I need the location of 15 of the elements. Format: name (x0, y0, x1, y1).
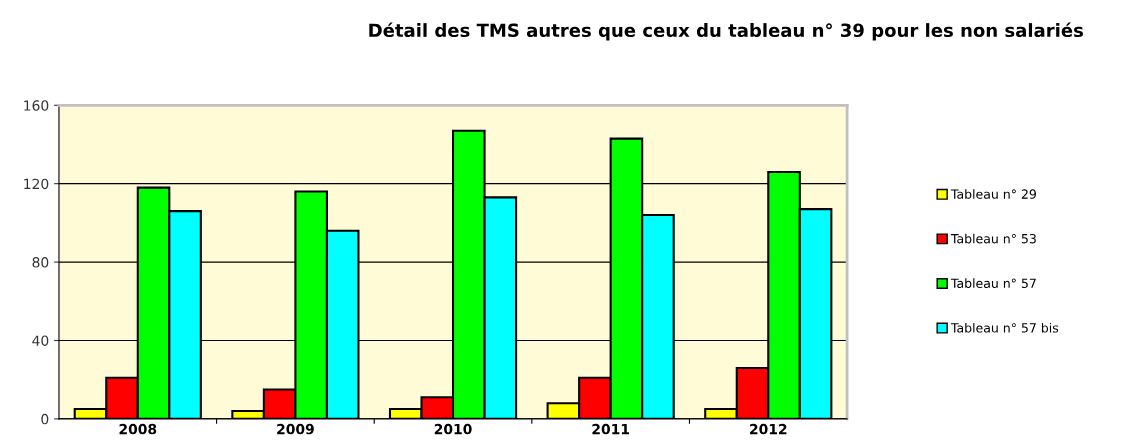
legend-label: Tableau n° 29 (950, 189, 1036, 199)
y-tick-label: 40 (32, 335, 49, 346)
y-tick-label: 80 (32, 257, 49, 268)
y-tick-label: 120 (24, 178, 49, 190)
legend-label: Tableau n° 57 (950, 278, 1036, 289)
chart-title: Détail des TMS autres que ceux du tableau n° 39 pour les non salariés (369, 22, 1083, 41)
x-tick-label: 2011 (592, 423, 630, 435)
x-tick-label: 2008 (119, 423, 157, 435)
x-tick-label: 2012 (750, 423, 787, 435)
y-tick-label: 0 (41, 413, 49, 425)
x-tick-label: 2009 (277, 423, 314, 435)
legend-label: Tableau n° 53 (950, 233, 1036, 244)
legend-label: Tableau n° 57 bis (950, 322, 1059, 333)
x-tick-label: 2010 (434, 423, 472, 435)
y-tick-label: 160 (24, 100, 49, 111)
